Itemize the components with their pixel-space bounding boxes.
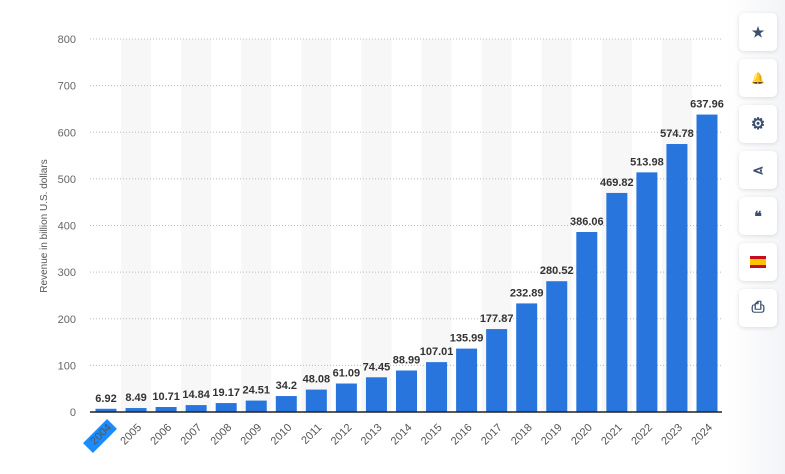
cite-button[interactable]: ❝: [739, 197, 777, 235]
quote-icon: ❝: [754, 208, 762, 225]
data-label: 48.08: [303, 374, 331, 386]
data-label: 637.96: [690, 99, 724, 111]
notification-button[interactable]: 🔔: [739, 59, 777, 97]
favorite-button[interactable]: ★: [739, 13, 777, 51]
bar-2007: [186, 405, 207, 412]
data-label: 34.2: [276, 380, 297, 392]
y-tick-label: 0: [70, 407, 76, 419]
y-tick-label: 200: [58, 314, 76, 326]
data-label: 469.82: [600, 177, 634, 189]
x-tick-label: 2009: [239, 422, 265, 448]
x-tick-label: 2020: [569, 422, 595, 448]
x-tick-label: 2011: [299, 422, 324, 447]
bar-2011: [306, 390, 327, 412]
x-tick-label: 2015: [419, 422, 445, 448]
print-button[interactable]: ⎙: [739, 289, 777, 327]
x-tick-label: 2012: [329, 422, 355, 448]
bar-2012: [336, 384, 357, 412]
data-label: 135.99: [450, 333, 484, 345]
data-label: 107.01: [420, 346, 454, 358]
settings-button[interactable]: ⚙: [739, 105, 777, 143]
star-icon: ★: [752, 24, 765, 41]
share-icon: ⋖: [752, 162, 764, 179]
x-tick-label: 2017: [479, 422, 505, 448]
toolbar: ★ 🔔 ⚙ ⋖ ❝ ⎙: [726, 0, 785, 474]
spain-flag-icon: [750, 256, 766, 268]
y-tick-label: 600: [58, 127, 76, 139]
data-label: 8.49: [125, 392, 146, 404]
data-label: 574.78: [660, 128, 694, 140]
y-tick-label: 100: [58, 360, 76, 372]
data-label: 10.71: [152, 391, 180, 403]
column-stripe: [121, 39, 151, 412]
x-tick-label: 2013: [359, 422, 385, 448]
data-label: 232.89: [510, 287, 544, 299]
column-stripe: [181, 39, 211, 412]
y-tick-label: 500: [58, 174, 76, 186]
x-tick-label: 2010: [269, 422, 295, 448]
bar-2023: [666, 144, 687, 412]
column-stripe: [361, 39, 391, 412]
x-tick-label: 2006: [148, 422, 174, 448]
data-label: 177.87: [480, 313, 514, 325]
bar-2008: [216, 403, 237, 412]
data-label: 19.17: [212, 387, 240, 399]
data-label: 280.52: [540, 265, 574, 277]
share-button[interactable]: ⋖: [739, 151, 777, 189]
bar-2009: [246, 401, 267, 412]
x-tick-label: 2007: [178, 422, 204, 448]
data-label: 88.99: [393, 355, 421, 367]
column-stripe: [241, 39, 271, 412]
bar-2022: [636, 172, 657, 412]
bar-2013: [366, 377, 387, 412]
x-tick-label: 2008: [209, 422, 235, 448]
data-label: 386.06: [570, 216, 604, 228]
y-tick-label: 400: [58, 221, 76, 233]
x-tick-label: 2022: [629, 422, 655, 448]
column-stripe: [301, 39, 331, 412]
bar-2020: [576, 232, 597, 412]
bar-2024: [697, 115, 718, 412]
data-label: 14.84: [182, 389, 210, 401]
x-tick-label: 2021: [599, 422, 625, 448]
bar-2015: [426, 362, 447, 412]
x-tick-label: 2018: [509, 422, 535, 448]
bar-2017: [486, 329, 507, 412]
x-tick-label: 2019: [539, 422, 565, 448]
language-button[interactable]: [739, 243, 777, 281]
data-label: 74.45: [363, 361, 391, 373]
bell-icon: 🔔: [751, 72, 765, 85]
data-label: 6.92: [95, 393, 116, 405]
data-label: 513.98: [630, 156, 664, 168]
bar-2010: [276, 396, 297, 412]
y-tick-label: 800: [58, 34, 76, 46]
x-tick-label: 2023: [659, 422, 685, 448]
print-icon: ⎙: [752, 299, 765, 317]
y-axis-label: Revenue in billion U.S. dollars: [39, 159, 50, 292]
x-tick-label: 2024: [689, 422, 715, 448]
y-tick-label: 700: [58, 81, 76, 93]
gear-icon: ⚙: [751, 114, 765, 134]
data-label: 61.09: [333, 368, 361, 380]
data-label: 24.51: [242, 385, 270, 397]
bar-chart: 0 100 200 300 400 500 600 700 800 Revenue in bill…: [0, 0, 726, 474]
x-tick-label: 2016: [449, 422, 475, 448]
bar-2019: [546, 281, 567, 412]
bar-2018: [516, 303, 537, 412]
y-tick-label: 300: [58, 267, 76, 279]
bar-2021: [606, 193, 627, 412]
x-tick-label: 2014: [389, 422, 415, 448]
x-tick-label: 2005: [118, 422, 144, 448]
bar-2014: [396, 371, 417, 412]
bar-2016: [456, 349, 477, 412]
